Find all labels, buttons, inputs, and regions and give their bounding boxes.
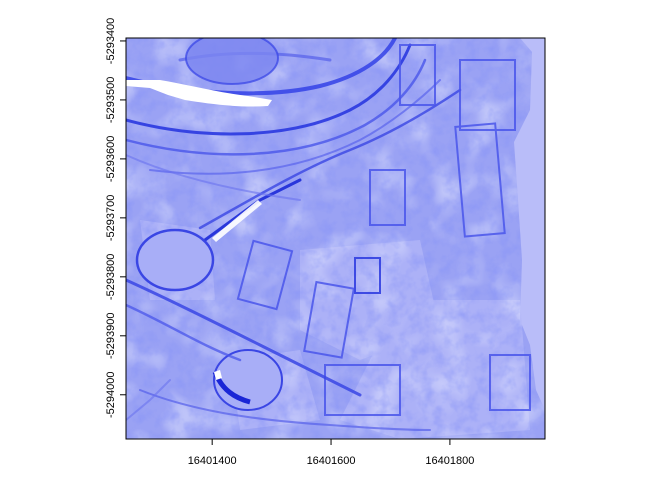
nodata-gap-small — [214, 370, 222, 380]
x-tick-label: 16401800 — [425, 455, 474, 467]
lower-embankments — [126, 278, 431, 431]
y-tick-label: -5294000 — [105, 372, 117, 419]
x-tick-label: 16401400 — [188, 455, 237, 467]
mound-top-left — [186, 38, 278, 84]
y-axis: -5293400 -5293500 -5293600 -5293700 -5293800… — [105, 18, 126, 418]
nodata-gap-line — [212, 200, 262, 242]
y-tick-label: -5293900 — [105, 313, 117, 360]
y-tick-label: -5293700 — [105, 195, 117, 242]
round-tank-left — [135, 228, 215, 292]
y-tick-label: -5293500 — [105, 77, 117, 124]
terrain-texture-dark — [126, 38, 545, 439]
plot-frame — [125, 37, 546, 440]
elevation-raster — [126, 38, 545, 439]
building-outlines — [236, 44, 531, 416]
nodata-gap-upper — [126, 80, 272, 107]
x-tick-label: 16401600 — [307, 455, 356, 467]
mound-top-left-ring — [185, 38, 279, 85]
x-axis: 16401400 16401600 16401800 — [188, 439, 474, 467]
y-tick-label: -5293600 — [105, 136, 117, 183]
y-tick-label: -5293400 — [105, 18, 117, 65]
y-tick-label: -5293800 — [105, 254, 117, 301]
